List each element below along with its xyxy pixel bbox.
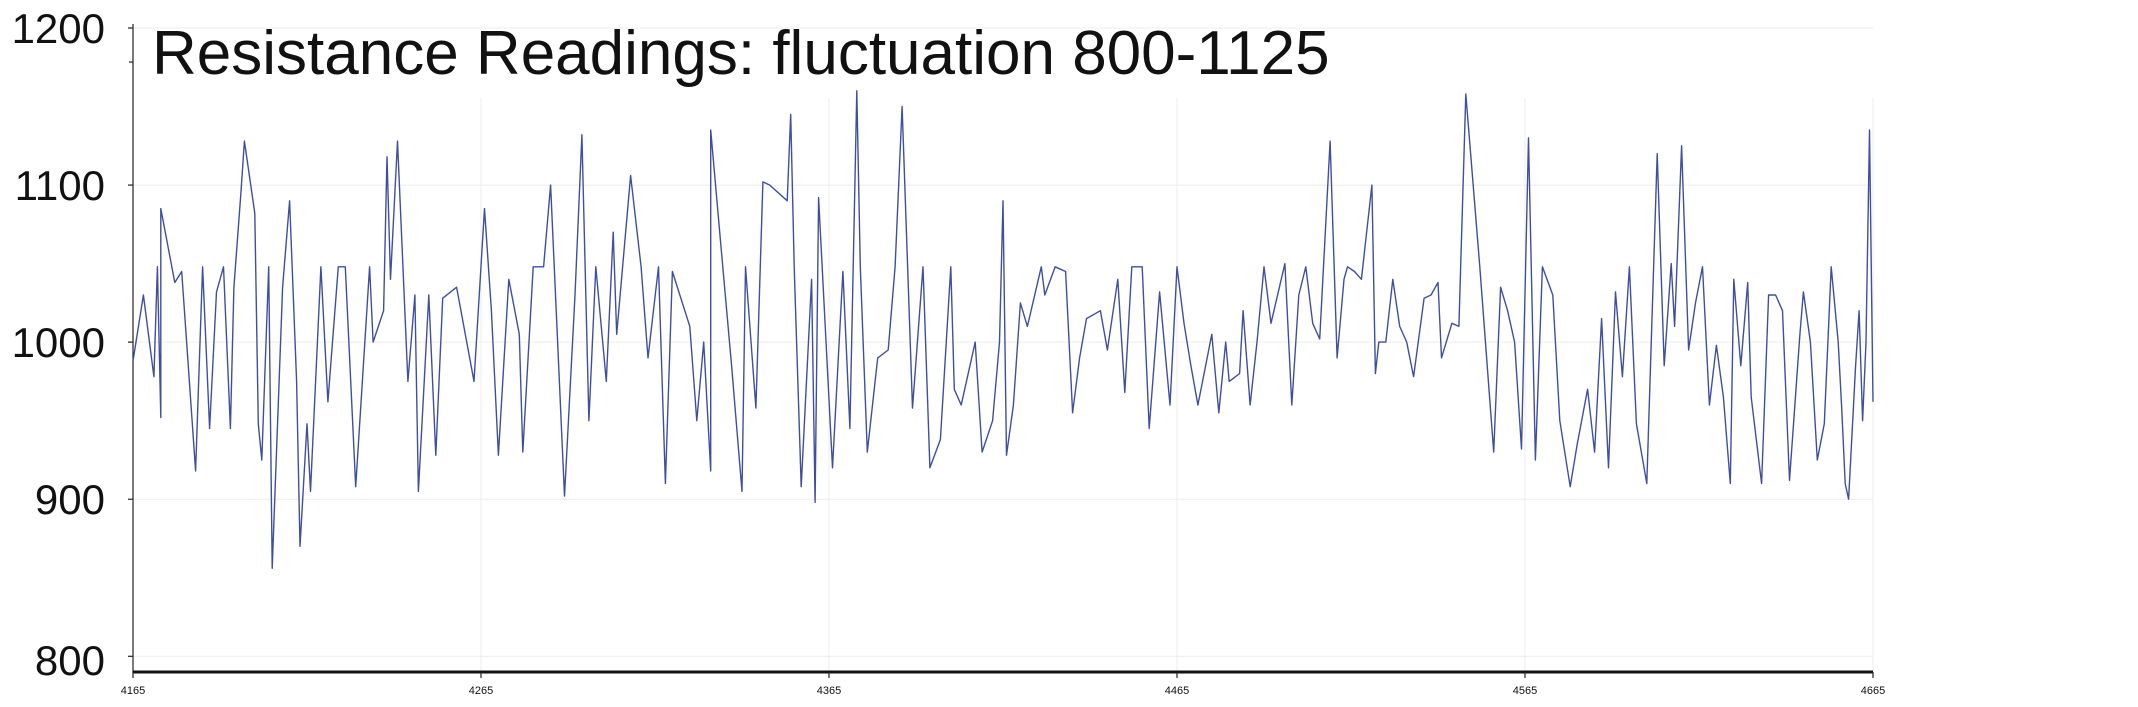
x-tick-label-2: 4365 <box>817 685 841 697</box>
series-layer <box>132 90 1874 569</box>
axes <box>128 24 1874 678</box>
series-line-0 <box>132 90 1874 569</box>
x-tick-label-5: 4665 <box>1861 685 1885 697</box>
x-tick-label-4: 4565 <box>1513 685 1537 697</box>
x-tick-label-0: 4165 <box>121 685 145 697</box>
y-tick-label-4: 1200 <box>12 5 105 52</box>
y-tick-label-2: 1000 <box>12 319 105 366</box>
grid <box>133 27 1874 672</box>
x-tick-label-3: 4465 <box>1165 685 1189 697</box>
y-tick-label-0: 800 <box>35 637 105 684</box>
y-tick-label-3: 1100 <box>15 162 105 209</box>
y-tick-label-1: 900 <box>35 476 105 523</box>
tick-labels: 800 900 1000 1100 1200 4165 4265 4365 4465 4565 46… <box>12 5 1886 697</box>
x-tick-label-1: 4265 <box>469 685 493 697</box>
chart-title: Resistance Readings: fluctuation 800-112… <box>152 19 1330 88</box>
